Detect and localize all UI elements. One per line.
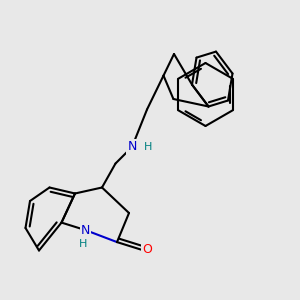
Text: N: N	[127, 140, 137, 154]
Text: H: H	[79, 239, 87, 249]
Text: N: N	[81, 224, 90, 237]
Text: O: O	[143, 243, 152, 256]
Text: H: H	[144, 142, 153, 152]
